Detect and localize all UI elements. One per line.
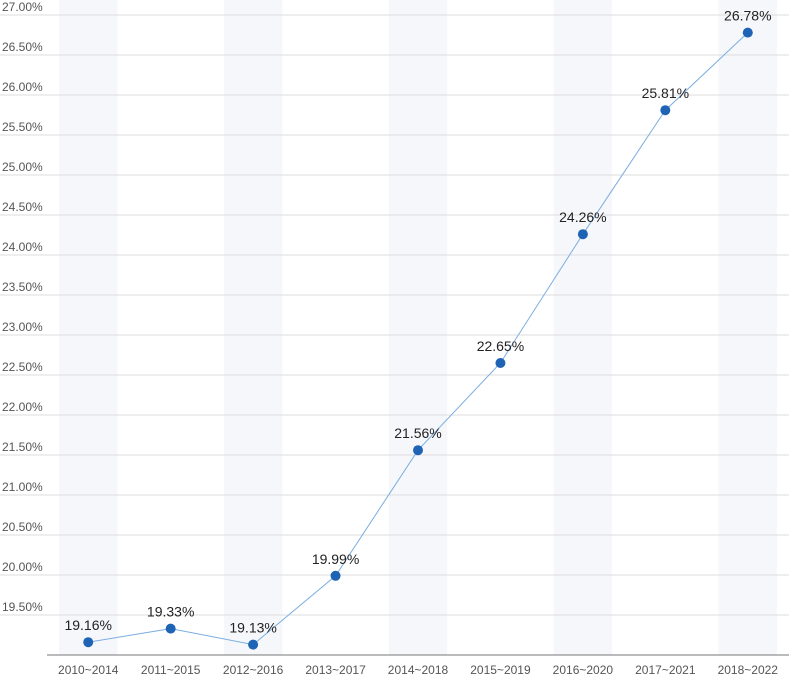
x-tick-label: 2010~2014 <box>58 663 119 675</box>
x-tick-label: 2015~2019 <box>470 663 531 675</box>
data-point <box>165 623 176 634</box>
x-tick-label: 2014~2018 <box>388 663 449 675</box>
y-tick-label: 26.00% <box>2 80 43 94</box>
data-label: 26.78% <box>724 8 771 24</box>
data-label: 19.99% <box>312 551 359 567</box>
x-tick-label: 2013~2017 <box>305 663 366 675</box>
y-tick-label: 20.50% <box>2 520 43 534</box>
y-tick-label: 24.00% <box>2 240 43 254</box>
data-label: 19.13% <box>229 620 276 636</box>
data-point <box>248 639 259 650</box>
data-label: 21.56% <box>394 425 441 441</box>
data-point <box>330 570 341 581</box>
data-label: 24.26% <box>559 209 606 225</box>
x-tick-label: 2016~2020 <box>553 663 614 675</box>
x-tick-label: 2012~2016 <box>223 663 284 675</box>
data-labels: 19.16% 19.33% 19.13% 19.99% 21.56% 22.65% 24.2… <box>64 8 771 636</box>
category-band <box>59 0 118 655</box>
x-tick-label: 2017~2021 <box>635 663 696 675</box>
y-tick-label: 21.50% <box>2 440 43 454</box>
data-label: 19.16% <box>64 617 111 633</box>
x-axis-ticks: 2010~2014 2011~2015 2012~2016 2013~2017 2014… <box>58 663 778 675</box>
y-tick-label: 24.50% <box>2 200 43 214</box>
y-tick-label: 22.50% <box>2 360 43 374</box>
y-tick-label: 23.00% <box>2 320 43 334</box>
category-bands <box>59 0 777 655</box>
data-points <box>83 27 753 650</box>
y-tick-label: 26.50% <box>2 40 43 54</box>
y-tick-label: 22.00% <box>2 400 43 414</box>
data-point <box>495 358 506 368</box>
y-tick-label: 23.50% <box>2 280 43 294</box>
gridlines <box>0 14 789 616</box>
y-tick-label: 21.00% <box>2 480 43 494</box>
y-tick-label: 27.00% <box>2 0 43 14</box>
category-band <box>223 0 283 655</box>
y-tick-label: 25.50% <box>2 120 43 134</box>
x-tick-label: 2011~2015 <box>141 663 201 675</box>
data-point <box>577 229 588 240</box>
data-label: 25.81% <box>642 85 689 101</box>
category-band <box>388 0 448 655</box>
y-tick-label: 20.00% <box>2 560 43 574</box>
x-tick-label: 2018~2022 <box>718 663 779 675</box>
data-point <box>742 27 753 38</box>
data-label: 22.65% <box>477 338 524 354</box>
category-band <box>553 0 613 655</box>
data-point <box>660 105 671 116</box>
data-label: 19.33% <box>147 604 194 620</box>
data-point <box>83 637 94 648</box>
data-point <box>413 445 423 456</box>
y-tick-label: 25.00% <box>2 160 43 174</box>
y-axis-ticks: 19.50% 20.00% 20.50% 21.00% 21.50% 22.00% 22.5… <box>2 0 43 614</box>
y-tick-label: 19.50% <box>2 600 43 614</box>
category-band <box>718 0 777 655</box>
